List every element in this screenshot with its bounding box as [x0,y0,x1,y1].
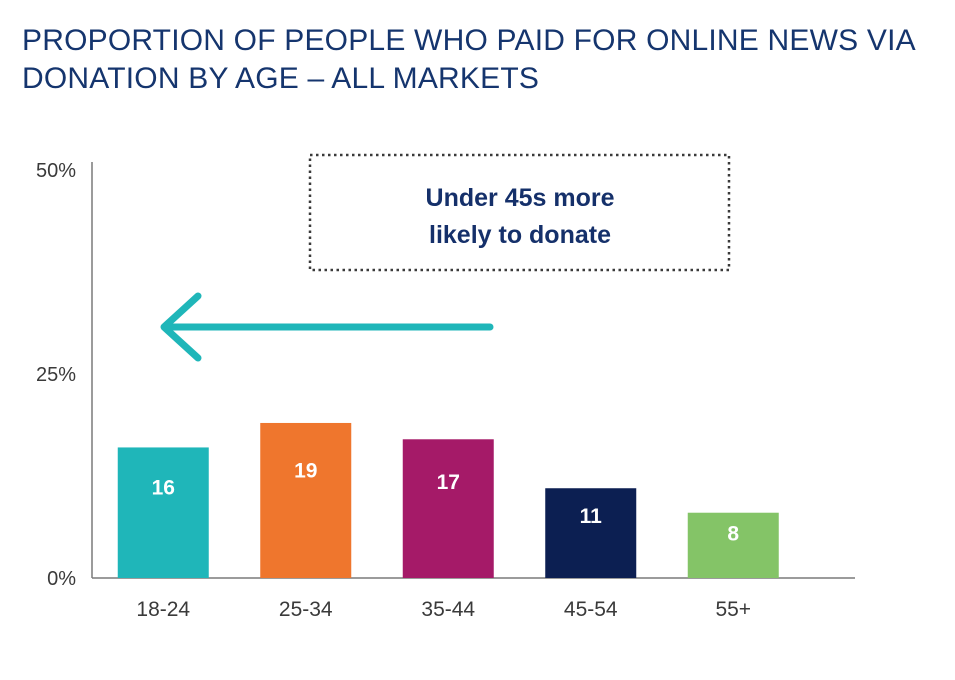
data-label: 11 [580,505,603,528]
x-category-label: 18-24 [136,598,190,621]
chart-title-line-1: PROPORTION OF PEOPLE WHO PAID FOR ONLINE… [22,24,916,57]
x-axis-labels: 18-24 25-34 35-44 45-54 55+ [136,598,751,621]
bar-45-54 [545,488,637,578]
annotation: Under 45s more likely to donate [160,153,731,362]
x-category-label: 55+ [715,598,751,621]
data-label: 19 [294,459,317,482]
annotation-line-1: Under 45s more [426,184,615,212]
bars: 16 19 17 11 8 [117,422,779,578]
bar-25-34 [260,422,352,578]
x-category-label: 35-44 [421,598,475,621]
bar-35-44 [402,439,494,578]
data-label: 8 [727,522,739,545]
y-tick-label: 50% [36,160,76,182]
chart-title: PROPORTION OF PEOPLE WHO PAID FOR ONLINE… [22,22,942,98]
data-label: 16 [152,477,175,500]
bar-55+ [687,512,779,578]
y-axis-ticks: 0% 25% 50% [36,160,76,590]
y-tick-label: 25% [36,364,76,386]
annotation-line-2: likely to donate [429,221,611,249]
x-category-label: 25-34 [279,598,333,621]
left-arrow-icon [160,292,494,362]
chart-title-line-2: DONATION BY AGE – ALL MARKETS [22,62,540,95]
arrow-head [160,292,202,362]
y-tick-label: 0% [47,568,76,590]
annotation-box [308,153,731,272]
x-category-label: 45-54 [564,598,618,621]
bar-18-24 [117,447,209,578]
data-label: 17 [437,471,460,494]
